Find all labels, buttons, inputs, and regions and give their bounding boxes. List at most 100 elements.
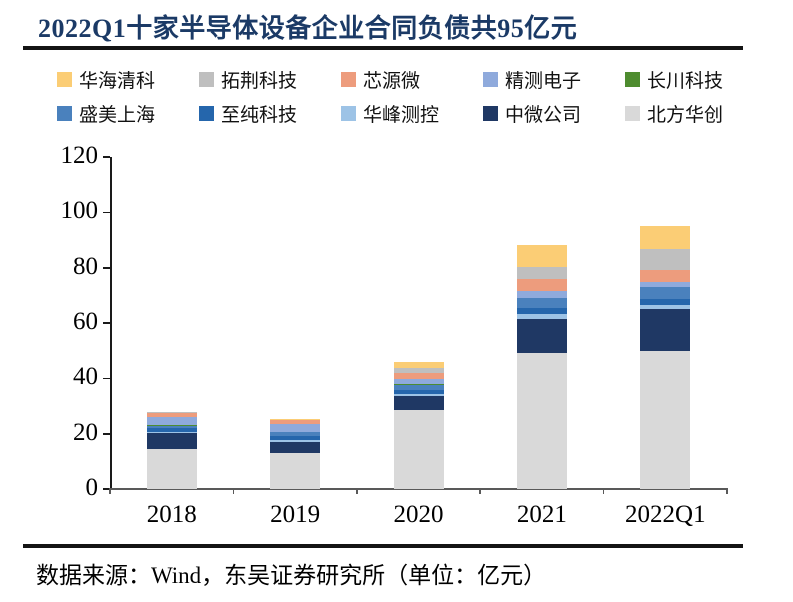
bar-segment (270, 420, 321, 425)
legend-swatch-icon (625, 105, 640, 121)
x-axis-tick (232, 488, 235, 494)
legend-swatch-icon (625, 71, 640, 87)
bar-segment (516, 245, 567, 268)
legend-swatch-icon (483, 71, 498, 87)
bar-segment (270, 441, 321, 453)
x-axis-tick-label: 2021 (516, 501, 567, 528)
x-axis-tick (726, 488, 728, 494)
x-axis-tick-label: 2019 (270, 501, 321, 528)
bar-segment (393, 362, 444, 369)
footer-separator (23, 544, 743, 548)
bar-segment (516, 267, 567, 280)
bar-segment (393, 395, 444, 410)
bar-segment (640, 269, 691, 283)
x-axis-tick-label: 2022Q1 (625, 501, 706, 528)
bar-segment (393, 394, 444, 396)
bar-segment (640, 282, 691, 287)
legend-swatch-icon (483, 105, 498, 121)
legend-item: 盛美上海 (57, 100, 199, 127)
x-axis-tick-label: 2020 (393, 501, 444, 528)
legend-item: 拓荆科技 (199, 66, 341, 93)
legend-item: 至纯科技 (199, 100, 341, 127)
legend-swatch-icon (57, 105, 72, 121)
legend-label: 北方华创 (647, 104, 724, 126)
bar-segment (146, 411, 197, 413)
bar-segment (146, 412, 197, 414)
bar-segment (516, 290, 567, 298)
y-axis-tick (103, 211, 110, 214)
legend-item: 华海清科 (57, 66, 199, 93)
legend-label: 华海清科 (79, 70, 156, 92)
x-axis-tick (479, 488, 481, 494)
bar-segment (270, 419, 321, 421)
x-axis-tick (602, 488, 605, 494)
bar-segment (516, 279, 567, 291)
bar-segment (270, 418, 321, 420)
bar-segment (516, 298, 567, 308)
bar-segment (640, 308, 691, 352)
bar-segment (393, 368, 444, 374)
bar-segment (146, 428, 197, 433)
y-axis-tick-label: 20 (73, 418, 98, 446)
bar-segment (393, 373, 444, 379)
stacked-bar-2020 (393, 362, 444, 489)
legend-item: 芯源微 (341, 66, 483, 93)
bar-segment (640, 351, 691, 489)
bar-segment (640, 287, 691, 299)
bar-segment (146, 432, 197, 449)
bar-segment (393, 384, 444, 391)
bar-segment (640, 249, 691, 270)
y-axis-tick (103, 488, 110, 490)
bar-segment (270, 424, 321, 433)
legend-label: 长川科技 (647, 70, 724, 92)
legend-swatch-icon (341, 71, 356, 87)
legend-label: 拓荆科技 (221, 70, 298, 92)
bar-segment (516, 307, 567, 315)
source-note: 数据来源：Wind，东吴证券研究所（单位：亿元） (36, 563, 547, 588)
y-axis-tick (103, 266, 110, 269)
bar-segment (146, 416, 197, 426)
chart-title: 2022Q1十家半导体设备企业合同负债共95亿元 (38, 14, 578, 43)
bar-segment (640, 286, 691, 288)
bar-segment (516, 353, 567, 489)
x-axis-tick (356, 488, 358, 494)
stacked-bar-2018 (146, 411, 197, 489)
bar-segment (146, 432, 197, 433)
y-axis-tick (103, 377, 110, 380)
bar-segment (516, 314, 567, 320)
y-axis-tick-label: 40 (73, 363, 98, 391)
y-axis-tick-label: 60 (73, 308, 98, 335)
y-axis-tick-label: 0 (85, 474, 99, 501)
bar-segment (516, 297, 567, 299)
bar-segment (393, 378, 444, 385)
y-axis-tick-label: 100 (60, 197, 99, 225)
legend-item: 长川科技 (625, 66, 767, 93)
x-axis-tick-label: 2018 (146, 501, 197, 528)
bar-segment (270, 432, 321, 437)
legend-swatch-icon (57, 71, 72, 87)
bar-segment (516, 319, 567, 354)
bar-segment (146, 425, 197, 429)
legend-label: 芯源微 (363, 70, 421, 92)
bar-segment (270, 436, 321, 441)
bar-segment (146, 448, 197, 489)
y-axis-line (110, 157, 112, 489)
bar-segment (270, 440, 321, 442)
bar-segment (393, 409, 444, 489)
legend-swatch-icon (199, 71, 214, 87)
legend-item: 华峰测控 (341, 100, 483, 127)
bar-segment (640, 298, 691, 306)
chart-legend: 华海清科 拓荆科技 芯源微 精测电子 长川科技盛美上海 至纯科技 华峰测控 中微公司 北方华创 (57, 62, 769, 130)
y-axis-tick (103, 156, 110, 158)
legend-item: 北方华创 (625, 100, 767, 127)
y-axis-tick (103, 432, 110, 435)
y-axis-tick-label: 80 (73, 252, 98, 280)
title-separator (23, 46, 743, 50)
stacked-bar-2021 (516, 245, 567, 489)
legend-label: 至纯科技 (221, 104, 298, 126)
legend-label: 精测电子 (505, 70, 582, 92)
legend-item: 精测电子 (483, 66, 625, 93)
stacked-bar-2019 (270, 418, 321, 489)
legend-item: 中微公司 (483, 100, 625, 127)
